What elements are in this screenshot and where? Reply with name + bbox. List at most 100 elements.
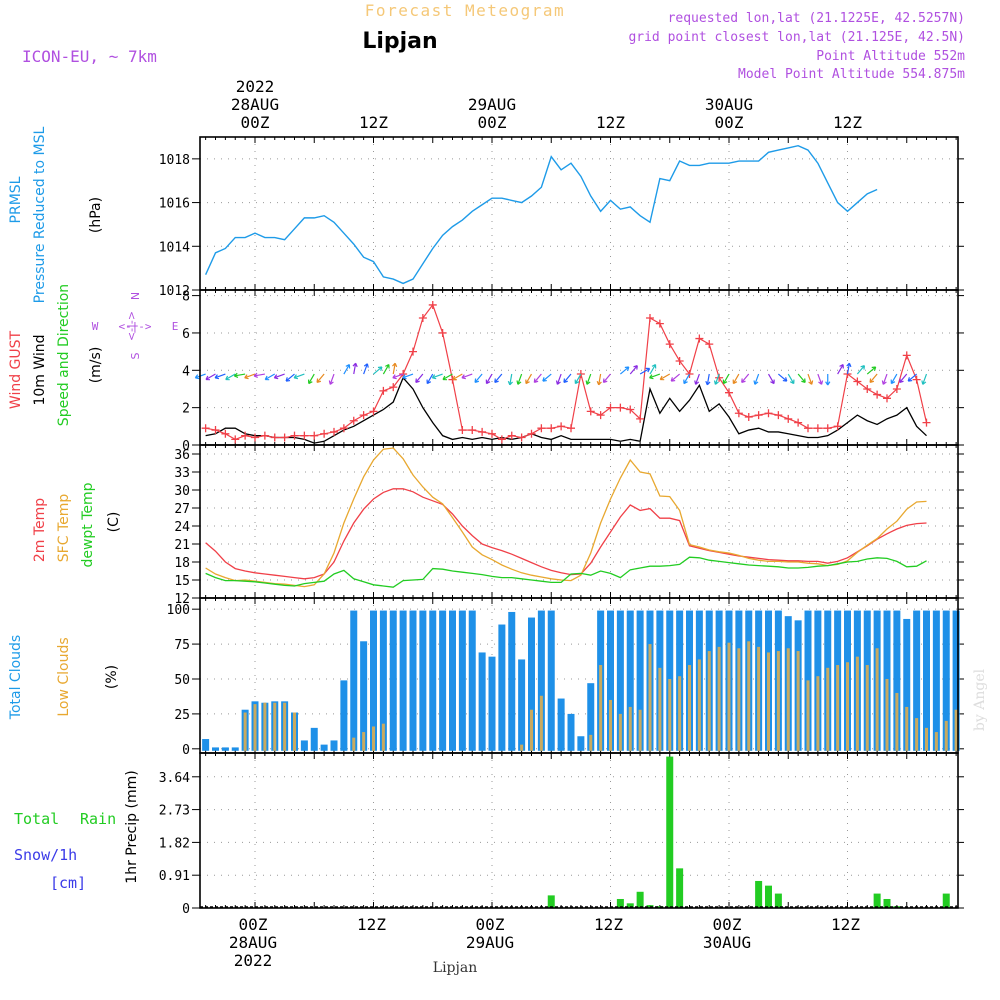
gust-marker <box>330 427 338 436</box>
total-cloud-bar <box>952 610 960 751</box>
gust-marker <box>537 424 546 433</box>
gust-marker <box>646 314 654 323</box>
precip-bar <box>873 893 881 908</box>
gust-marker <box>784 414 793 423</box>
panel-frame <box>199 136 959 291</box>
gust-marker <box>823 424 832 433</box>
wind-direction-arrow <box>563 373 572 384</box>
total-cloud-bar <box>626 610 634 751</box>
precip-label-rain: Rain <box>80 810 116 828</box>
low-cloud-bar <box>915 718 919 751</box>
bottom-axis-hour: 00Z <box>476 915 505 934</box>
low-cloud-bar <box>520 744 524 751</box>
total-cloud-bar <box>537 610 545 751</box>
total-cloud-bar <box>893 610 901 751</box>
total-cloud-bar <box>419 610 427 751</box>
low-cloud-bar <box>293 712 296 751</box>
watermark: by Angel <box>972 668 988 731</box>
low-cloud-bar <box>786 648 790 751</box>
gust-marker <box>241 431 250 440</box>
gust-marker <box>764 409 773 418</box>
y-tick-label: 3.64 <box>159 771 190 786</box>
prmsl-line <box>204 145 878 285</box>
wind-direction-arrow <box>415 373 424 384</box>
total-cloud-bar <box>547 610 555 751</box>
y-tick-label: 2 <box>182 402 190 417</box>
wind-direction-arrow <box>285 373 295 382</box>
gust-marker <box>260 431 269 440</box>
bottom-axis-year: 2022 <box>234 951 273 970</box>
wind-direction-arrow <box>474 373 483 384</box>
precip-bar <box>774 893 782 908</box>
total-cloud-bar <box>913 610 921 751</box>
compass-arrow-h: <-|-> <box>118 320 151 333</box>
panel-wind <box>192 289 964 446</box>
wind-direction-arrow <box>881 373 888 385</box>
gust-marker <box>804 424 812 433</box>
wind-direction-arrow <box>555 373 562 385</box>
gust-marker <box>833 422 842 431</box>
precip-ylabel: 1hr Precip (mm) <box>124 770 140 883</box>
compass-e: E <box>172 320 179 333</box>
total-cloud-bar <box>488 656 496 751</box>
wind-direction-arrow <box>921 373 928 385</box>
total-cloud-bar <box>350 610 358 751</box>
wind-direction-arrow <box>869 373 878 384</box>
point-altitude: Point Altitude 552m <box>816 49 965 64</box>
wind-direction-arrow <box>205 373 216 381</box>
y-tick-label: 25 <box>174 708 190 723</box>
top-axis-hour: 12Z <box>596 113 625 132</box>
wind-direction-arrow <box>253 372 265 379</box>
gust-marker <box>349 416 358 425</box>
compass-w: W <box>92 320 99 333</box>
total-cloud-bar <box>300 740 308 751</box>
gust-marker <box>300 431 309 440</box>
gust-marker <box>626 405 635 414</box>
wind-direction-arrow <box>619 366 630 375</box>
low-cloud-bar <box>727 642 731 751</box>
low-cloud-bar <box>362 732 366 751</box>
wind-direction-arrow <box>767 373 775 385</box>
low-cloud-bar <box>895 692 899 751</box>
gust-marker <box>912 375 921 384</box>
wind-direction-arrow <box>273 373 285 380</box>
wind-gust-line <box>205 303 928 441</box>
gust-marker <box>734 409 743 418</box>
temp-label-sfc: SFC Temp <box>56 494 72 563</box>
requested-coords: requested lon,lat (21.1225E, 42.5257N) <box>668 11 965 26</box>
gust-marker <box>576 370 585 379</box>
low-cloud-bar <box>905 706 909 751</box>
wind-direction-arrow <box>233 372 246 379</box>
panel-frame <box>199 444 959 599</box>
wind-direction-arrow <box>363 363 369 375</box>
total-cloud-bar <box>399 610 407 751</box>
low-cloud-bar <box>875 648 879 751</box>
gust-marker <box>567 424 575 433</box>
y-tick-label: 100 <box>167 603 190 618</box>
gust-marker <box>873 390 882 399</box>
wind-direction-arrow <box>713 373 720 385</box>
total-cloud-bar <box>616 610 624 751</box>
total-cloud-bar <box>429 610 437 751</box>
wind-direction-arrow <box>225 373 236 381</box>
bottom-axis-hour: 12Z <box>357 915 386 934</box>
low-cloud-bar <box>283 702 287 751</box>
total-cloud-bar <box>389 610 397 751</box>
wind-direction-arrow <box>866 366 877 375</box>
low-cloud-bar <box>796 651 800 751</box>
wind-direction-arrow <box>639 367 651 375</box>
wind-direction-arrow <box>649 363 657 375</box>
low-cloud-bar <box>737 648 741 751</box>
low-cloud-bar <box>717 646 721 751</box>
compass-arrow-v: <-|-> <box>125 311 138 341</box>
total-cloud-bar <box>458 610 466 751</box>
total-cloud-bar <box>340 680 348 751</box>
wind-direction-arrow <box>316 373 325 384</box>
total-cloud-bar <box>212 747 219 751</box>
wind-direction-arrow <box>732 373 740 385</box>
wind-direction-arrow <box>890 373 898 385</box>
precip-bar <box>755 880 763 908</box>
y-tick-label: 21 <box>174 538 190 553</box>
gust-marker <box>606 403 615 412</box>
low-cloud-bar <box>865 665 869 751</box>
